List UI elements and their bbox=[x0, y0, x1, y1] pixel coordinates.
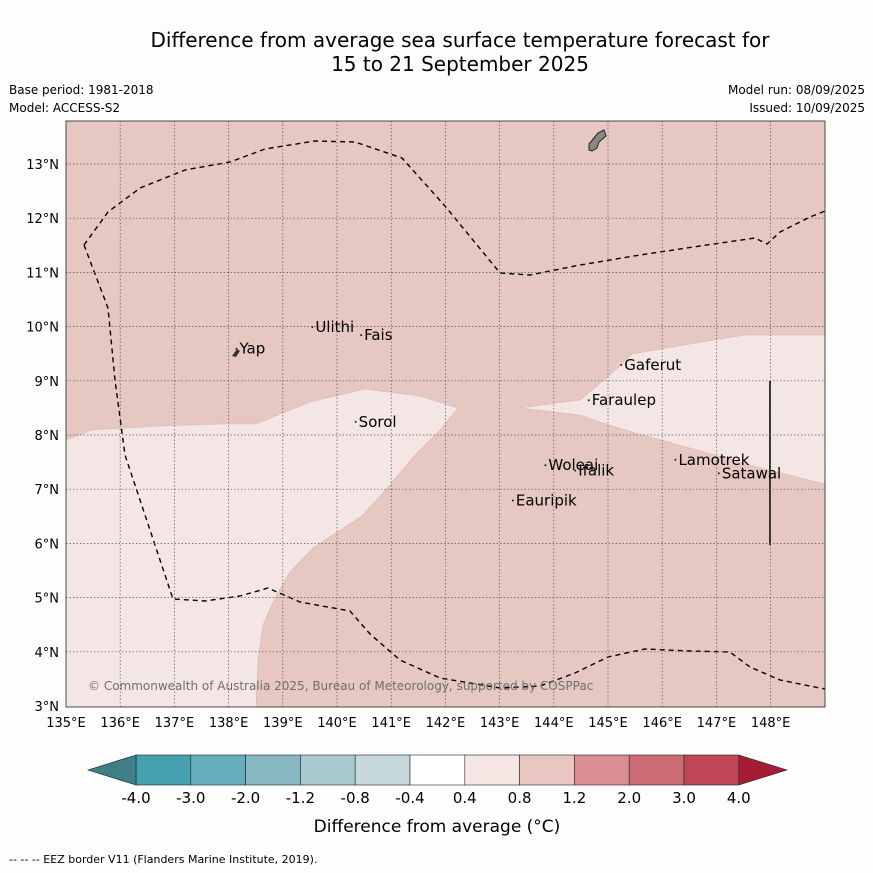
lat-tick-label: 10°N bbox=[26, 321, 59, 336]
colorbar-tick-label: -2.0 bbox=[231, 789, 260, 807]
colorbar-segment bbox=[628, 754, 685, 786]
title-line-1: Difference from average sea surface temp… bbox=[150, 28, 770, 52]
colorbar-high-extend bbox=[738, 754, 789, 786]
colorbar bbox=[86, 754, 789, 786]
colorbar-tick-label: -0.8 bbox=[341, 789, 370, 807]
lat-tick-label: 11°N bbox=[26, 266, 59, 281]
place-marker bbox=[717, 472, 720, 475]
place-marker bbox=[511, 499, 514, 502]
colorbar-segment bbox=[409, 754, 466, 786]
place-label-faraulep: Faraulep bbox=[592, 391, 656, 409]
place-marker bbox=[587, 399, 590, 402]
lat-tick-label: 4°N bbox=[35, 646, 60, 661]
place-marker bbox=[574, 469, 577, 472]
lon-tick-label: 136°E bbox=[100, 716, 140, 731]
place-label-lamotrek: Lamotrek bbox=[678, 451, 749, 469]
place-marker bbox=[354, 420, 357, 423]
place-labels: Yap Ulithi Fais Gaferut Faraulep Sorol WoleaiI… bbox=[235, 318, 781, 509]
lat-tick-label: 13°N bbox=[26, 158, 59, 173]
lon-tick-label: 147°E bbox=[697, 716, 737, 731]
map-frame bbox=[65, 120, 826, 708]
place-label-yap: Yap bbox=[238, 340, 265, 358]
map-area bbox=[66, 121, 825, 707]
place-label-gaferut: Gaferut bbox=[624, 356, 681, 374]
colorbar-segment bbox=[300, 754, 356, 786]
lon-tick-label: 148°E bbox=[751, 716, 791, 731]
colorbar-tick-label: 0.4 bbox=[453, 789, 477, 807]
colorbar-segment bbox=[135, 754, 192, 786]
lon-tick-label: 138°E bbox=[209, 716, 249, 731]
colorbar-tick-label: 2.0 bbox=[617, 789, 641, 807]
colorbar-tick-label: -4.0 bbox=[121, 789, 150, 807]
colorbar-tick-label: 4.0 bbox=[727, 789, 751, 807]
lon-tick-label: 144°E bbox=[534, 716, 574, 731]
colorbar-segment bbox=[683, 754, 740, 786]
base-period-text: Base period: 1981-2018 bbox=[9, 83, 154, 97]
lon-tick-label: 141°E bbox=[371, 716, 411, 731]
lat-tick-label: 3°N bbox=[35, 700, 60, 715]
lat-tick-label: 6°N bbox=[35, 537, 60, 552]
meta-left: Base period: 1981-2018 Model: ACCESS-S2 bbox=[9, 81, 154, 117]
copyright-text: © Commonwealth of Australia 2025, Bureau… bbox=[88, 679, 593, 693]
place-marker bbox=[620, 363, 623, 366]
lon-tick-label: 142°E bbox=[426, 716, 466, 731]
place-label-ulithi: Ulithi bbox=[315, 318, 354, 336]
eez-border-line bbox=[83, 140, 825, 690]
place-label-ifalik: Ifalik bbox=[578, 462, 614, 480]
lon-tick-label: 139°E bbox=[263, 716, 303, 731]
colorbar-segment bbox=[190, 754, 246, 786]
lon-tick-label: 135°E bbox=[46, 716, 86, 731]
colorbar-tick-label: -1.2 bbox=[286, 789, 315, 807]
lat-tick-label: 7°N bbox=[35, 483, 60, 498]
colorbar-tick-label: 3.0 bbox=[672, 789, 696, 807]
place-label-satawal: Satawal bbox=[722, 464, 781, 482]
lat-tick-labels: 3°N 4°N 5°N 6°N 7°N 8°N 9°N 10°N 11°N 12°N 13°N bbox=[26, 158, 59, 715]
yap-island bbox=[232, 349, 240, 357]
model-text: Model: ACCESS-S2 bbox=[9, 101, 121, 115]
colorbar-segment bbox=[574, 754, 630, 786]
lon-tick-label: 146°E bbox=[642, 716, 682, 731]
colorbar-tick-label: -3.0 bbox=[176, 789, 205, 807]
colorbar-segment bbox=[354, 754, 411, 786]
lon-tick-label: 140°E bbox=[317, 716, 357, 731]
lon-tick-labels: 135°E 136°E 137°E 138°E 139°E 140°E 141°E 142°E… bbox=[46, 716, 790, 731]
gridlines bbox=[66, 121, 825, 707]
colorbar-tick-label: 1.2 bbox=[562, 789, 586, 807]
colorbar-segment bbox=[519, 754, 575, 786]
place-label-fais: Fais bbox=[364, 326, 393, 344]
model-run-text: Model run: 08/09/2025 bbox=[727, 83, 865, 97]
colorbar-tick-label: -0.4 bbox=[395, 789, 424, 807]
place-label-eauripik: Eauripik bbox=[516, 491, 577, 509]
colorbar-tick-labels: -4.0 -3.0 -2.0 -1.2 -0.8 -0.4 0.4 0.8 1.2 2.0 3.0 4… bbox=[121, 789, 750, 807]
place-label-woleai: Woleai bbox=[548, 456, 598, 474]
place-label-sorol: Sorol bbox=[359, 413, 397, 431]
lat-tick-label: 9°N bbox=[35, 375, 60, 390]
colorbar-tick-label: 0.8 bbox=[508, 789, 532, 807]
place-marker bbox=[311, 326, 314, 329]
title-line-2: 15 to 21 September 2025 bbox=[331, 52, 589, 76]
guam-island bbox=[588, 129, 607, 152]
lat-tick-label: 5°N bbox=[35, 592, 60, 607]
lon-tick-label: 137°E bbox=[155, 716, 195, 731]
meta-right: Model run: 08/09/2025 Issued: 10/09/2025 bbox=[728, 81, 865, 117]
colorbar-segment bbox=[464, 754, 520, 786]
lat-tick-label: 8°N bbox=[35, 429, 60, 444]
eez-footnote: -- -- -- EEZ border V11 (Flanders Marine… bbox=[9, 853, 318, 866]
anomaly-0.4-0.8-region-east bbox=[519, 334, 825, 485]
colorbar-segment bbox=[245, 754, 301, 786]
colorbar-label: Difference from average (°C) bbox=[314, 817, 561, 837]
issued-text: Issued: 10/09/2025 bbox=[749, 101, 865, 115]
lat-tick-label: 12°N bbox=[26, 212, 59, 227]
lon-tick-label: 143°E bbox=[480, 716, 520, 731]
lon-tick-label: 145°E bbox=[588, 716, 628, 731]
place-marker bbox=[544, 464, 547, 467]
colorbar-low-extend bbox=[86, 754, 137, 786]
anomaly-0.4-0.8-region-west bbox=[66, 388, 459, 707]
place-marker bbox=[674, 458, 677, 461]
map-title: Difference from average sea surface temp… bbox=[80, 28, 840, 76]
place-marker bbox=[235, 347, 238, 350]
place-marker bbox=[360, 334, 363, 337]
